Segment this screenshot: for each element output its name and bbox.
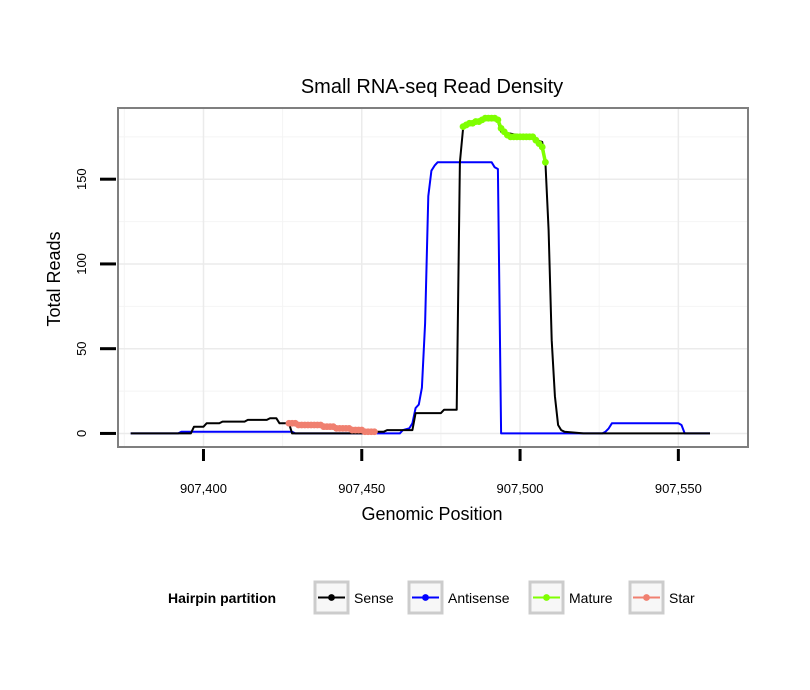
series-layer <box>130 114 710 436</box>
y-tick-label: 150 <box>74 168 89 190</box>
legend-key-point <box>328 594 335 601</box>
legend-label: Star <box>669 590 695 606</box>
y-tick-label: 0 <box>74 430 89 437</box>
y-axis: 0 50 100 150 <box>74 168 116 437</box>
plot-panel <box>117 107 749 448</box>
y-axis-title: Total Reads <box>44 231 64 326</box>
y-tick-label: 50 <box>74 341 89 355</box>
x-tick-label: 907,400 <box>180 481 227 496</box>
legend-key-point <box>543 594 550 601</box>
star-point <box>371 428 378 436</box>
y-tick-label: 100 <box>74 253 89 275</box>
x-tick-label: 907,500 <box>497 481 544 496</box>
mature-point <box>541 158 549 166</box>
mature-point <box>538 143 546 151</box>
panel-background <box>118 108 748 447</box>
legend-entry-star: Star <box>628 580 695 615</box>
x-tick-label: 907,450 <box>338 481 385 496</box>
legend-key-point <box>422 594 429 601</box>
legend-entry-sense: Sense <box>313 580 394 615</box>
mature-point <box>494 116 502 124</box>
legend-label: Sense <box>354 590 394 606</box>
x-tick-label: 907,550 <box>655 481 702 496</box>
panel-border <box>117 107 749 448</box>
sense-line <box>130 115 710 435</box>
antisense-line <box>130 161 710 435</box>
series-star <box>285 419 378 436</box>
legend: Hairpin partition Sense Antisense Mature St… <box>168 580 695 615</box>
series-antisense <box>130 161 710 435</box>
legend-entry-mature: Mature <box>528 580 613 615</box>
x-axis-title: Genomic Position <box>361 504 502 524</box>
legend-label: Antisense <box>448 590 510 606</box>
legend-label: Mature <box>569 590 613 606</box>
legend-entry-antisense: Antisense <box>407 580 510 615</box>
legend-key-point <box>643 594 650 601</box>
series-sense <box>130 115 710 435</box>
series-mature <box>459 114 549 166</box>
legend-title: Hairpin partition <box>168 590 276 606</box>
chart-title: Small RNA-seq Read Density <box>301 76 563 98</box>
grid-lines <box>118 108 748 447</box>
x-axis: 907,400 907,450 907,500 907,550 <box>180 449 702 496</box>
